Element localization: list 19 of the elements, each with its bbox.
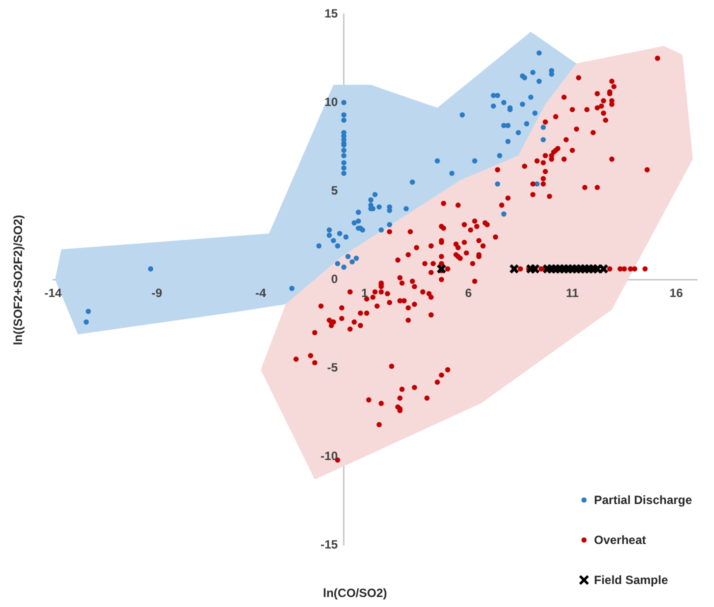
- legend-label: Partial Discharge: [594, 493, 692, 507]
- y-axis-title: ln((SOF2+SO2F2)/SO2): [11, 214, 25, 346]
- legend-label: Field Sample: [594, 573, 668, 587]
- x-axis-title: ln(CO/SO2): [322, 586, 388, 600]
- legend-label: Overheat: [594, 533, 646, 547]
- x-tick-label: -14: [44, 286, 62, 300]
- y-tick-label: -5: [327, 360, 338, 374]
- x-tick-label: -9: [152, 286, 163, 300]
- y-tick-label: 0: [331, 272, 338, 286]
- y-tick-label: -15: [320, 537, 338, 552]
- x-tick-label: -4: [255, 286, 266, 300]
- x-tick-label: 1: [361, 286, 368, 300]
- x-tick-label: 16: [670, 286, 684, 300]
- y-tick-label: -10: [320, 448, 338, 463]
- y-tick-label: 10: [324, 94, 338, 109]
- x-tick-label: 6: [465, 286, 472, 300]
- x-tick-label: 11: [566, 286, 580, 300]
- y-tick-label: 15: [324, 6, 338, 20]
- y-tick-label: 5: [331, 183, 338, 198]
